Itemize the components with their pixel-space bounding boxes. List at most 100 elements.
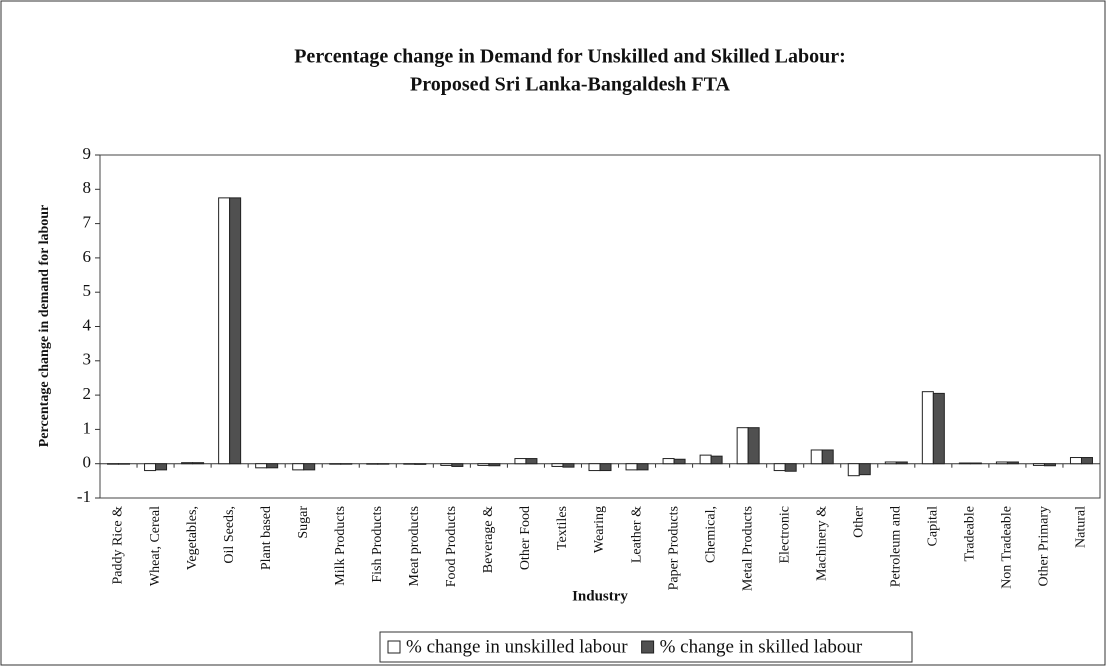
y-tick-label: 6 [83,247,92,266]
x-tick-label: Natural [1074,506,1089,548]
bar [1032,463,1045,466]
bar [218,197,231,465]
bar [636,463,649,471]
y-tick-label: 9 [83,144,92,163]
bar [1080,457,1093,465]
bar [1069,457,1082,465]
x-tick-label: Food Products [444,506,459,587]
legend-label: % change in unskilled labour [406,636,628,657]
bar [477,463,490,466]
bar [736,427,749,465]
bar [958,462,971,465]
y-tick-label: 0 [83,453,92,472]
x-tick-label: Tradeable [963,506,978,561]
bar [414,463,427,465]
bar [451,463,464,467]
y-tick-label: 1 [83,418,92,437]
x-tick-label: Oil Seeds, [222,506,237,564]
bar [921,391,934,465]
bar [625,463,638,471]
y-axis-label: Percentage change in demand for labour [37,205,52,448]
y-tick-label: 3 [83,350,92,369]
bar [784,463,797,472]
y-tick-label: 8 [83,178,92,197]
x-tick-label: Capital [926,506,941,547]
bar [144,463,157,472]
bar [895,461,908,465]
bar [440,463,453,466]
bar [266,463,279,469]
x-tick-label: Vegetables, [185,506,200,570]
bar [847,463,860,477]
x-tick-label: Metal Products [740,506,755,591]
x-tick-label: Paddy Rice & [111,506,126,585]
bar [366,463,379,465]
bar [155,463,168,471]
x-tick-label: Sugar [296,506,311,539]
bar [192,462,205,465]
bar [551,463,564,467]
legend-label: % change in skilled labour [660,636,863,657]
x-axis-label: Industry [572,588,628,604]
bar [995,461,1008,465]
bar [969,462,982,465]
chart-subtitle: Proposed Sri Lanka-Bangaldesh FTA [410,74,730,96]
bar [884,461,897,465]
bar [514,458,527,465]
bar [181,462,194,465]
x-tick-label: Paper Products [666,506,681,590]
x-tick-label: Textiles [555,506,570,550]
x-tick-label: Meat products [407,506,422,586]
x-tick-label: Machinery & [814,506,829,581]
x-tick-label: Beverage & [481,506,496,573]
bar [107,463,120,465]
x-tick-label: Electronic [777,506,792,564]
bar [858,463,871,476]
x-tick-label: Other [851,506,866,538]
y-tick-label: 5 [83,281,92,300]
y-tick-label: 7 [83,213,92,232]
bar [662,458,675,465]
bar [747,427,760,465]
x-tick-label: Wheat, Cereal [148,506,163,586]
y-tick-label: -1 [77,487,91,506]
x-tick-label: Milk Products [333,506,348,586]
x-tick-label: Fish Products [370,506,385,583]
bar [1043,463,1056,467]
bar [329,463,342,465]
chart-title: Percentage change in Demand for Unskille… [294,46,846,68]
bar [932,392,945,465]
bar [229,197,242,465]
x-tick-label: Other Food [518,506,533,570]
bar [403,463,416,465]
x-tick-label: Petroleum and [889,506,904,587]
bar [710,455,723,465]
bar [292,463,305,471]
x-tick-label: Non Tradeable [1000,506,1015,589]
y-tick-label: 2 [83,384,92,403]
bar [773,463,786,472]
x-tick-label: Other Primary [1037,506,1052,586]
bar [699,454,712,465]
bar [255,463,268,469]
bar [810,449,823,465]
bar [340,463,353,465]
x-tick-label: Wearing [592,506,607,553]
bar [562,463,575,468]
bar [1006,461,1019,465]
bar [488,463,501,467]
x-tick-label: Plant based [259,506,274,570]
bar [821,449,834,465]
bar [673,458,686,465]
bar [377,463,390,465]
legend-swatch [641,640,655,654]
bar [588,463,601,472]
x-tick-label: Leather & [629,506,644,563]
bar [599,463,612,472]
x-tick-label: Chemical, [703,506,718,563]
y-tick-label: 4 [83,315,92,334]
legend-swatch [387,640,401,654]
bar [303,463,316,471]
